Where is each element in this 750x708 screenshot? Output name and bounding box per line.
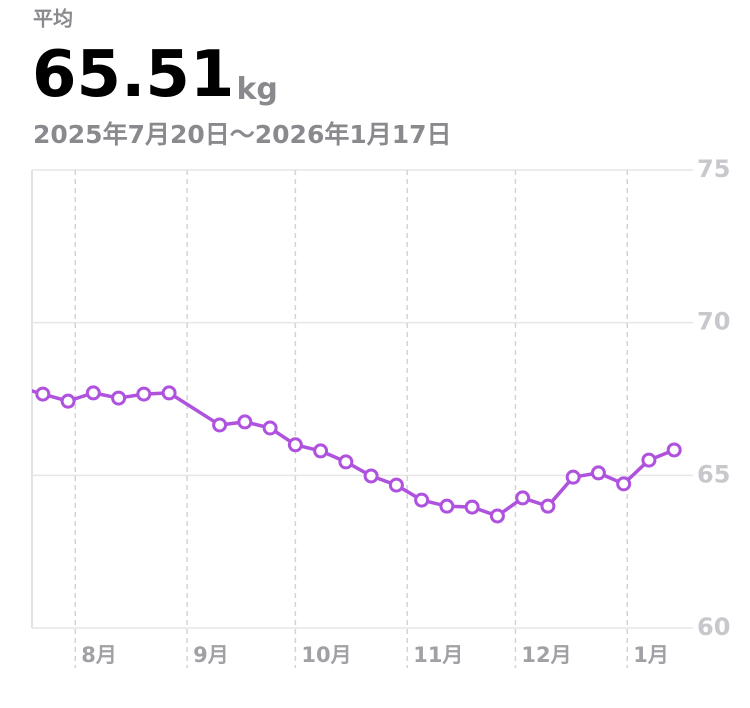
series [12,381,682,524]
y-tick-label: 70 [697,308,730,336]
x-tick-label: 12月 [521,643,571,667]
point [161,385,177,401]
x-tick-label: 8月 [81,643,117,667]
point [439,498,455,514]
stat-label: 平均 [33,7,73,31]
point [489,508,505,524]
point [363,468,379,484]
point [464,499,480,515]
point [616,476,632,492]
y-tick-label: 65 [697,460,730,488]
headline-value: 65.51 [32,38,234,112]
x-tick-label: 1月 [633,643,669,667]
point [414,492,430,508]
y-tick-label: 60 [697,613,730,641]
point [136,386,152,402]
point [313,443,329,459]
point [515,490,531,506]
point [287,437,303,453]
point [85,385,101,401]
point [338,454,354,470]
point [60,393,76,409]
point [590,465,606,481]
point [565,469,581,485]
point [388,477,404,493]
x-tick-label: 10月 [301,643,351,667]
headline-unit: kg [236,72,277,107]
point [641,452,657,468]
x-tick-label: 9月 [193,643,229,667]
point [237,414,253,430]
headline: 65.51kg [32,38,278,112]
date-range: 2025年7月20日～2026年1月17日 [33,120,452,149]
point [666,442,682,458]
point [212,417,228,433]
point [262,420,278,436]
x-tick-label: 11月 [413,643,463,667]
point [540,498,556,514]
y-tick-label: 75 [697,155,730,183]
line [32,389,675,518]
point [35,386,51,402]
point [111,390,127,406]
point [12,381,24,393]
